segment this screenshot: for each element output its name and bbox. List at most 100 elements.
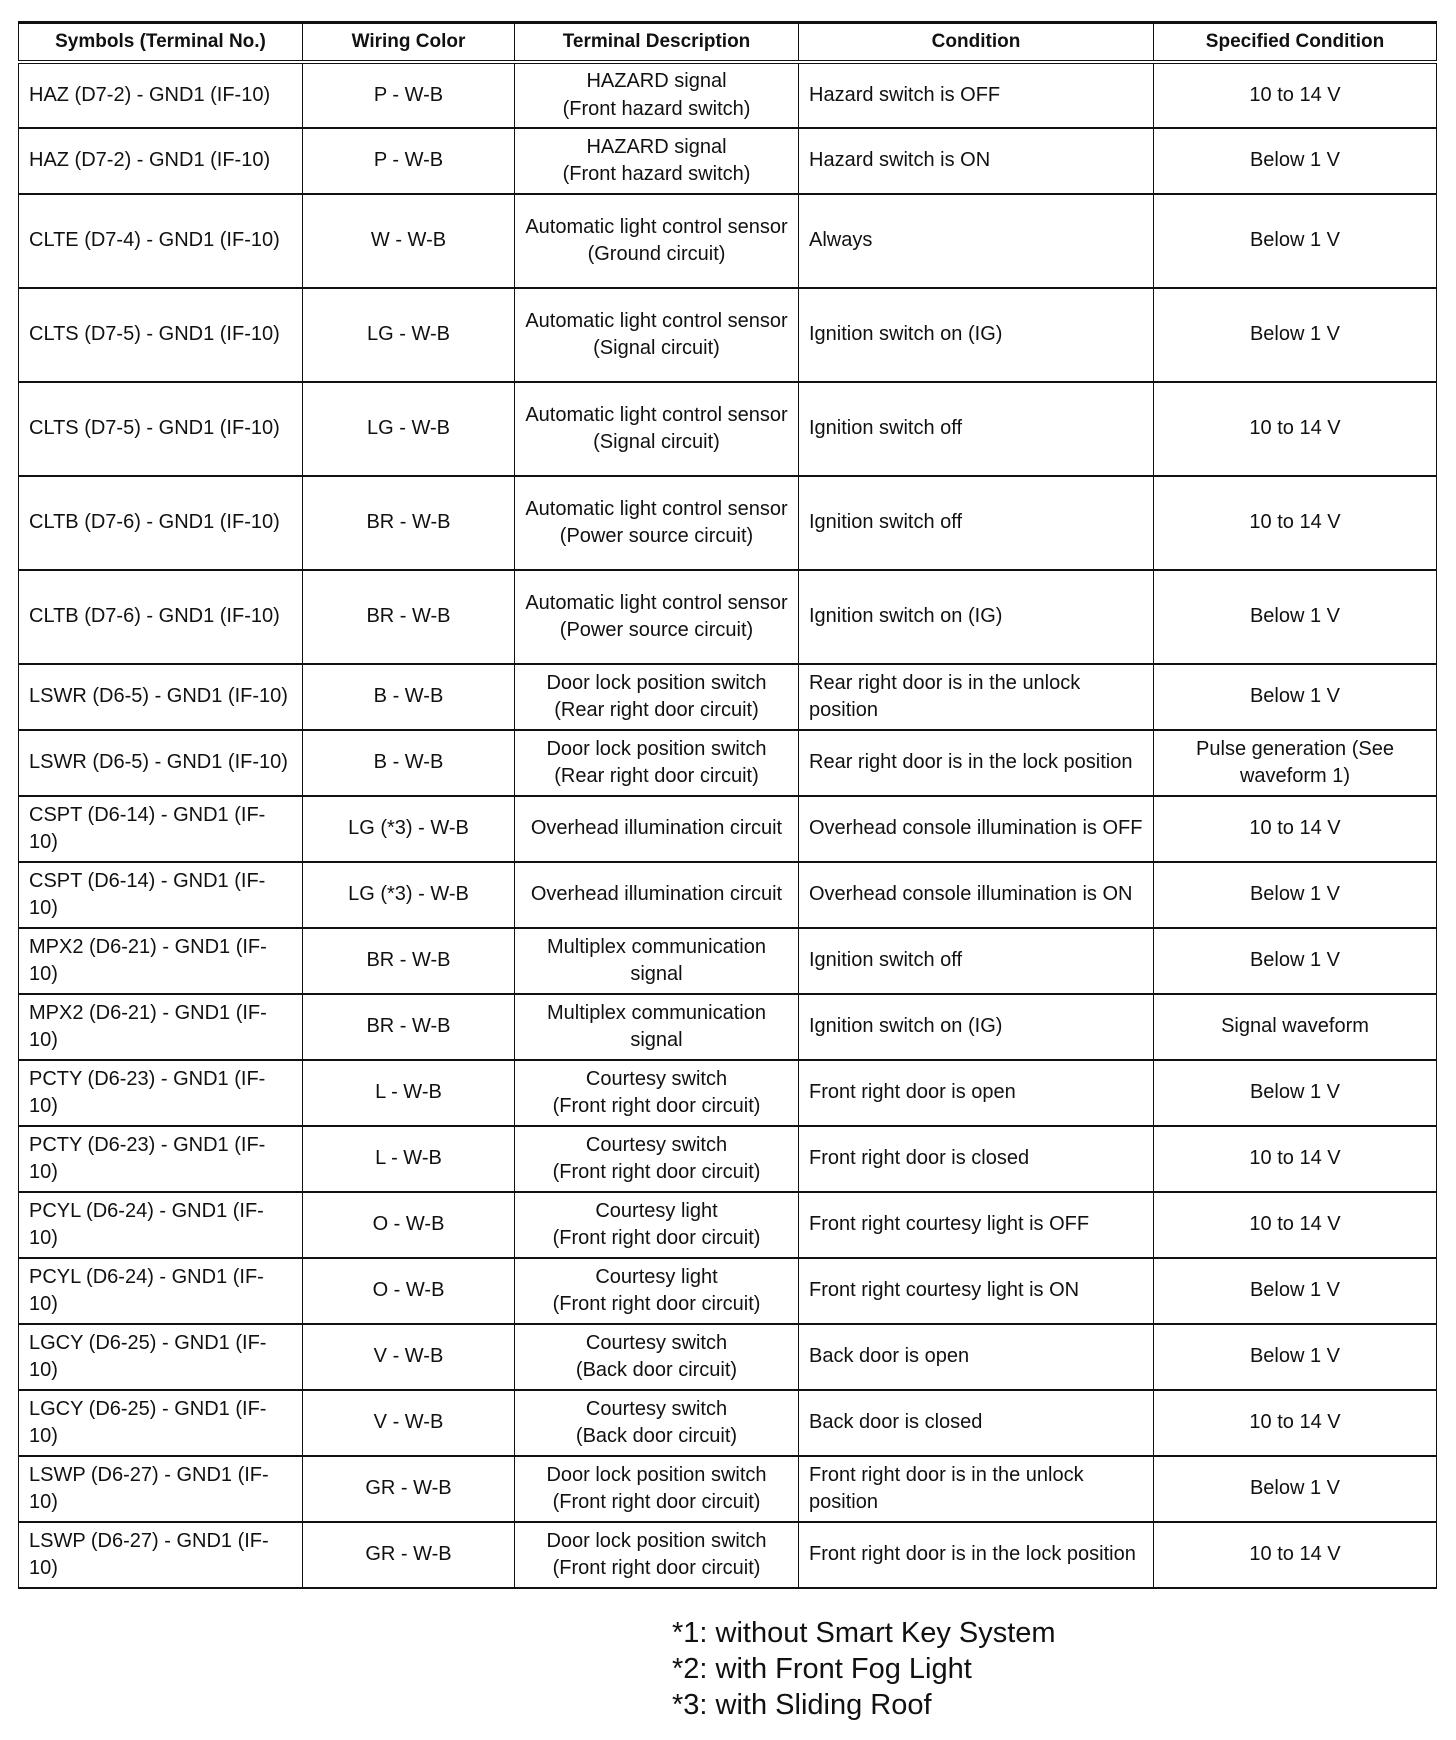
description-line: Courtesy light xyxy=(595,1265,718,1288)
specified-condition-cell: Pulse generation (See waveform 1) xyxy=(1153,729,1437,797)
description-line: (Power source circuit) xyxy=(559,525,754,547)
condition-cell: Rear right door is in the unlock positio… xyxy=(798,663,1154,731)
condition-cell: Ignition switch off xyxy=(798,927,1154,995)
specified-condition-cell: 10 to 14 V xyxy=(1153,475,1437,571)
specified-condition-cell: 10 to 14 V xyxy=(1153,381,1437,477)
symbol-cell: HAZ (D7-2) - GND1 (IF-10) xyxy=(18,61,303,129)
symbol-cell: CLTB (D7-6) - GND1 (IF-10) xyxy=(18,475,303,571)
description-line: (Front right door circuit) xyxy=(552,1557,761,1579)
table-row: CSPT (D6-14) - GND1 (IF-10) LG (*3) - W-B… xyxy=(18,861,1437,929)
specified-condition-cell: Below 1 V xyxy=(1153,927,1437,995)
symbol-cell: LSWP (D6-27) - GND1 (IF-10) xyxy=(18,1455,303,1523)
header-specified-condition: Specified Condition xyxy=(1153,22,1437,63)
description-line: (Power source circuit) xyxy=(559,619,754,641)
table-row: LSWR (D6-5) - GND1 (IF-10) B - W-B Door lo… xyxy=(18,663,1437,731)
description-line: (Front right door circuit) xyxy=(552,1293,761,1315)
terminal-description-cell: Automatic light control sensor (Signal ci… xyxy=(514,381,799,477)
description-line: HAZARD signal xyxy=(586,70,727,92)
description-line: (Signal circuit) xyxy=(593,431,720,453)
description-line: Door lock position switch xyxy=(546,671,767,694)
terminal-description-cell: Automatic light control sensor (Ground ci… xyxy=(514,193,799,289)
description-line: Door lock position switch xyxy=(546,737,767,760)
table-row: CSPT (D6-14) - GND1 (IF-10) LG (*3) - W-B… xyxy=(18,795,1437,863)
footnote: *3: with Sliding Roof xyxy=(672,1689,932,1721)
description-line: Door lock position switch xyxy=(546,1463,767,1486)
symbol-cell: CLTS (D7-5) - GND1 (IF-10) xyxy=(18,287,303,383)
wiring-color-cell: LG - W-B xyxy=(302,381,515,477)
condition-cell: Front right door is in the unlock positi… xyxy=(798,1455,1154,1523)
header-row: Symbols (Terminal No.) Wiring Color Term… xyxy=(18,22,1437,63)
header-condition: Condition xyxy=(798,22,1154,63)
symbol-cell: MPX2 (D6-21) - GND1 (IF-10) xyxy=(18,993,303,1061)
symbol-cell: CSPT (D6-14) - GND1 (IF-10) xyxy=(18,861,303,929)
condition-cell: Back door is open xyxy=(798,1323,1154,1391)
description-line: (Front hazard switch) xyxy=(562,163,751,185)
description-line: Courtesy switch xyxy=(585,1133,728,1156)
symbol-cell: PCYL (D6-24) - GND1 (IF-10) xyxy=(18,1257,303,1325)
description-line: Automatic light control sensor xyxy=(525,497,788,520)
table-row: LSWR (D6-5) - GND1 (IF-10) B - W-B Door lo… xyxy=(18,729,1437,797)
condition-cell: Front right door is in the lock position xyxy=(798,1521,1154,1589)
table-row: PCYL (D6-24) - GND1 (IF-10) O - W-B Courte… xyxy=(18,1191,1437,1259)
terminal-description-cell: Multiplex communication signal xyxy=(514,927,799,995)
description-line: Courtesy switch xyxy=(585,1331,728,1354)
wiring-color-cell: BR - W-B xyxy=(302,569,515,665)
table-row: PCTY (D6-23) - GND1 (IF-10) L - W-B Courte… xyxy=(18,1059,1437,1127)
header-terminal-description: Terminal Description xyxy=(514,22,799,63)
description-line: Overhead illumination circuit xyxy=(530,883,783,906)
terminal-description-cell: Door lock position switch (Front right do… xyxy=(514,1521,799,1589)
table-row: CLTE (D7-4) - GND1 (IF-10) W - W-B Automat… xyxy=(18,193,1437,289)
description-line: (Front right door circuit) xyxy=(552,1161,761,1183)
symbol-cell: LSWR (D6-5) - GND1 (IF-10) xyxy=(18,663,303,731)
condition-cell: Front right courtesy light is ON xyxy=(798,1257,1154,1325)
symbol-cell: LGCY (D6-25) - GND1 (IF-10) xyxy=(18,1389,303,1457)
specified-condition-cell: Below 1 V xyxy=(1153,861,1437,929)
description-line: Multiplex communication signal xyxy=(547,935,766,986)
table-row: LGCY (D6-25) - GND1 (IF-10) V - W-B Courte… xyxy=(18,1389,1437,1457)
condition-cell: Ignition switch off xyxy=(798,381,1154,477)
terminal-description-cell: Courtesy switch (Back door circuit) xyxy=(514,1323,799,1391)
specified-condition-cell: Below 1 V xyxy=(1153,127,1437,195)
table-row: MPX2 (D6-21) - GND1 (IF-10) BR - W-B Multi… xyxy=(18,993,1437,1061)
specified-condition-cell: Below 1 V xyxy=(1153,193,1437,289)
symbol-cell: HAZ (D7-2) - GND1 (IF-10) xyxy=(18,127,303,195)
description-line: Courtesy light xyxy=(595,1199,718,1222)
symbol-cell: LSWP (D6-27) - GND1 (IF-10) xyxy=(18,1521,303,1589)
wiring-color-cell: V - W-B xyxy=(302,1389,515,1457)
terminal-description-cell: Overhead illumination circuit xyxy=(514,795,799,863)
terminal-description-cell: Courtesy switch (Front right door circuit… xyxy=(514,1059,799,1127)
terminal-description-cell: Overhead illumination circuit xyxy=(514,861,799,929)
terminal-description-cell: Courtesy light (Front right door circuit) xyxy=(514,1257,799,1325)
wiring-color-cell: B - W-B xyxy=(302,729,515,797)
wiring-color-cell: LG (*3) - W-B xyxy=(302,861,515,929)
condition-cell: Hazard switch is OFF xyxy=(798,61,1154,129)
terminal-table: Symbols (Terminal No.) Wiring Color Term… xyxy=(18,21,1437,1589)
wiring-color-cell: BR - W-B xyxy=(302,475,515,571)
wiring-color-cell: BR - W-B xyxy=(302,927,515,995)
condition-cell: Front right door is open xyxy=(798,1059,1154,1127)
wiring-color-cell: GR - W-B xyxy=(302,1521,515,1589)
specified-condition-cell: Signal waveform xyxy=(1153,993,1437,1061)
description-line: (Ground circuit) xyxy=(587,243,726,265)
description-line: HAZARD signal xyxy=(586,135,727,158)
table-row: CLTB (D7-6) - GND1 (IF-10) BR - W-B Automa… xyxy=(18,569,1437,665)
table-row: MPX2 (D6-21) - GND1 (IF-10) BR - W-B Multi… xyxy=(18,927,1437,995)
terminal-description-cell: Automatic light control sensor (Power sou… xyxy=(514,569,799,665)
wiring-color-cell: O - W-B xyxy=(302,1191,515,1259)
symbol-cell: CLTS (D7-5) - GND1 (IF-10) xyxy=(18,381,303,477)
wiring-color-cell: BR - W-B xyxy=(302,993,515,1061)
condition-cell: Overhead console illumination is OFF xyxy=(798,795,1154,863)
description-line: Automatic light control sensor xyxy=(525,591,788,614)
terminal-description-cell: HAZARD signal (Front hazard switch) xyxy=(514,127,799,195)
table-row: CLTS (D7-5) - GND1 (IF-10) LG - W-B Automa… xyxy=(18,381,1437,477)
table-row: LSWP (D6-27) - GND1 (IF-10) GR - W-B Door … xyxy=(18,1521,1437,1589)
symbol-cell: CSPT (D6-14) - GND1 (IF-10) xyxy=(18,795,303,863)
terminal-description-cell: Automatic light control sensor (Signal ci… xyxy=(514,287,799,383)
symbol-cell: PCTY (D6-23) - GND1 (IF-10) xyxy=(18,1125,303,1193)
table-row: CLTS (D7-5) - GND1 (IF-10) LG - W-B Automa… xyxy=(18,287,1437,383)
symbol-cell: CLTB (D7-6) - GND1 (IF-10) xyxy=(18,569,303,665)
description-line: (Signal circuit) xyxy=(593,337,720,359)
condition-cell: Always xyxy=(798,193,1154,289)
terminal-description-cell: HAZARD signal (Front hazard switch) xyxy=(514,61,799,129)
wiring-color-cell: O - W-B xyxy=(302,1257,515,1325)
